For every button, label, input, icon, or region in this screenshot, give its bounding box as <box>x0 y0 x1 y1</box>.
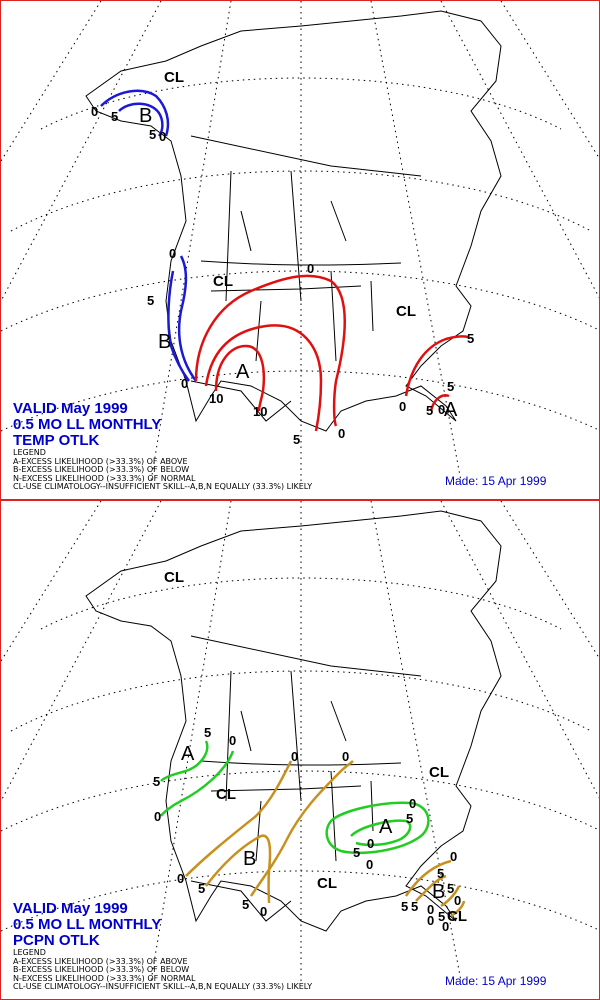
region-label-b: B <box>139 105 153 127</box>
contour-label: 5 <box>467 331 474 346</box>
valid-title: VALID May 1999 0.5 MO LL MONTHLY TEMP OT… <box>13 401 161 449</box>
contour-label: 0 <box>169 246 176 261</box>
contour-label: 0 <box>159 129 166 144</box>
region-label-cl: CL <box>447 908 467 925</box>
legend-entry-normal: N-EXCESS LIKELIHOOD (>33.3%) OF NORMAL <box>13 473 196 483</box>
region-label-cl: CL <box>216 786 236 803</box>
contour-label: 0 <box>454 893 461 908</box>
continent-outline <box>85 510 502 932</box>
above-normal-contours <box>159 740 430 855</box>
valid-line: VALID May 1999 <box>13 900 128 917</box>
contour-label: 5 <box>437 866 444 881</box>
region-label-cl: CL <box>164 69 184 86</box>
precipitation-map: 5 0 5 0 0 0 0 5 0 5 0 5 0 0 5 5 0 5 5 0 … <box>1 501 599 982</box>
region-label-b: B <box>243 848 257 870</box>
contour-label: 0 <box>342 749 349 764</box>
valid-line: 0.5 MO LL MONTHLY <box>13 916 162 933</box>
made-date: Made: 15 Apr 1999 <box>445 474 547 488</box>
contour-label: 0 <box>154 809 161 824</box>
contour-label: 5 <box>447 379 454 394</box>
legend-title: LEGEND <box>13 948 46 957</box>
region-label-a: A <box>379 816 393 838</box>
contour-label: 0 <box>367 836 374 851</box>
region-label-cl: CL <box>164 569 184 586</box>
temperature-contour-labels: 0 5 5 0 0 5 0 5 0 10 10 5 0 0 5 0 5 <box>91 104 474 447</box>
valid-title: VALID May 1999 0.5 MO LL MONTHLY PCPN OT… <box>13 901 161 949</box>
contour-label: 5 <box>426 403 433 418</box>
contour-label: 0 <box>91 104 98 119</box>
contour-label: 5 <box>204 725 211 740</box>
region-label-a: A <box>444 399 458 421</box>
contour-label: 5 <box>242 897 249 912</box>
valid-line: PCPN OTLK <box>13 932 100 949</box>
above-normal-contours <box>194 274 469 432</box>
region-label-a: A <box>181 743 195 765</box>
contour-label: 0 <box>442 919 449 934</box>
continent-outline <box>85 10 502 432</box>
legend-entry-below: B-EXCESS LIKELIHOOD (>33.3%) OF BELOW <box>13 465 190 475</box>
precipitation-contour-labels: 5 0 5 0 0 0 0 5 0 5 0 5 0 0 5 5 0 5 5 0 … <box>153 725 461 934</box>
region-label-a: A <box>236 361 250 383</box>
contour-label: 5 <box>111 109 118 124</box>
contour-label: 0 <box>177 871 184 886</box>
legend-entry-below: B-EXCESS LIKELIHOOD (>33.3%) OF BELOW <box>13 965 190 975</box>
contour-label: 0 <box>307 261 314 276</box>
contour-label: 0 <box>338 426 345 441</box>
contour-label: 0 <box>438 402 445 417</box>
contour-label: 5 <box>438 909 445 924</box>
below-normal-contours <box>185 760 466 918</box>
contour-label: 0 <box>366 857 373 872</box>
contour-label: 0 <box>260 904 267 919</box>
region-label-cl: CL <box>396 303 416 320</box>
contour-label: 5 <box>447 881 454 896</box>
region-label-b: B <box>158 331 172 353</box>
legend-entry-above: A-EXCESS LIKELIHOOD (>33.3%) OF ABOVE <box>13 956 188 966</box>
legend-entry-above: A-EXCESS LIKELIHOOD (>33.3%) OF ABOVE <box>13 456 188 466</box>
legend: LEGEND A-EXCESS LIKELIHOOD (>33.3%) OF A… <box>13 948 313 992</box>
contour-label: 5 <box>198 881 205 896</box>
region-label-b: B <box>432 881 446 903</box>
legend-title: LEGEND <box>13 448 46 457</box>
region-label-cl: CL <box>317 875 337 892</box>
region-label-cl: CL <box>213 273 233 290</box>
contour-label: 0 <box>450 849 457 864</box>
contour-label: 5 <box>147 293 154 308</box>
contour-label: 0 <box>229 733 236 748</box>
contour-label: 5 <box>353 845 360 860</box>
valid-line: TEMP OTLK <box>13 432 100 449</box>
graticule <box>1 501 599 982</box>
region-label-cl: CL <box>429 764 449 781</box>
contour-label: 10 <box>209 391 223 406</box>
contour-label: 0 <box>399 399 406 414</box>
temperature-map: 0 5 5 0 0 5 0 5 0 10 10 5 0 0 5 0 5 <box>1 1 599 482</box>
contour-label: 10 <box>253 404 267 419</box>
contour-label: 5 <box>149 127 156 142</box>
contour-label: 0 <box>427 902 434 917</box>
below-normal-contours <box>100 89 198 382</box>
temperature-outlook-panel: 0 5 5 0 0 5 0 5 0 10 10 5 0 0 5 0 5 CL B… <box>0 0 600 500</box>
contour-label: 0 <box>409 796 416 811</box>
legend-entry-climatology: CL-USE CLIMATOLOGY--INSUFFICIENT SKILL--… <box>13 482 313 492</box>
contour-label: 5 <box>401 899 408 914</box>
contour-label: 5 <box>293 432 300 447</box>
legend-entry-climatology: CL-USE CLIMATOLOGY--INSUFFICIENT SKILL--… <box>13 982 313 992</box>
contour-label: 5 <box>406 811 413 826</box>
valid-line: 0.5 MO LL MONTHLY <box>13 416 162 433</box>
graticule <box>1 1 599 482</box>
contour-label: 0 <box>427 913 434 928</box>
contour-label: 0 <box>291 749 298 764</box>
legend: LEGEND A-EXCESS LIKELIHOOD (>33.3%) OF A… <box>13 448 313 492</box>
valid-line: VALID May 1999 <box>13 400 128 417</box>
contour-label: 5 <box>153 774 160 789</box>
contour-label: 5 <box>411 899 418 914</box>
contour-label: 0 <box>181 376 188 391</box>
precipitation-outlook-panel: 5 0 5 0 0 0 0 5 0 5 0 5 0 0 5 5 0 5 5 0 … <box>0 500 600 1000</box>
made-date: Made: 15 Apr 1999 <box>445 974 547 988</box>
legend-entry-normal: N-EXCESS LIKELIHOOD (>33.3%) OF NORMAL <box>13 973 196 983</box>
